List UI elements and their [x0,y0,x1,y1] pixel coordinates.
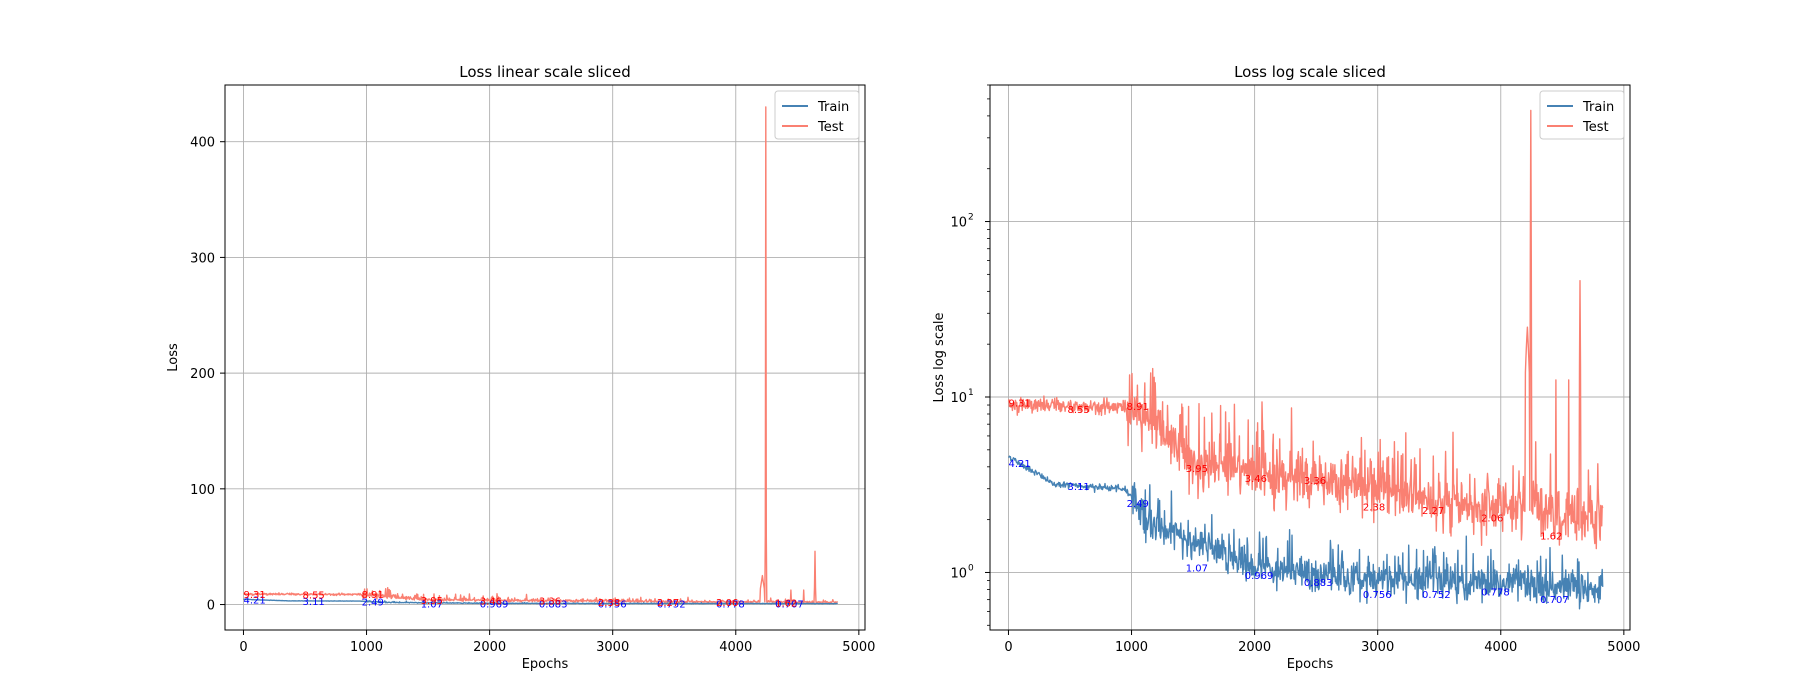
y-tick-label: 10 [950,391,967,406]
train-value-label: 0.707 [775,600,804,611]
x-tick-label: 0 [1004,640,1012,655]
x-axis-label: Epochs [522,657,569,672]
x-tick-label: 3000 [596,640,629,655]
train-value-label: 0.778 [1481,588,1510,599]
test-value-label: 8.55 [1068,405,1090,416]
y-tick-label: 300 [190,251,215,266]
x-tick-label: 4000 [1484,640,1517,655]
test-value-label: 3.95 [421,596,443,607]
test-value-label: 3.36 [539,597,561,608]
x-tick-label: 5000 [842,640,875,655]
train-line [243,598,839,605]
y-tick-label: 100 [190,483,215,498]
linear-loss-chart: 4.21 3.11 2.49 1.07 0.969 0.883 0.756 0.752 0.77… [166,63,875,672]
train-value-label: 3.11 [303,597,325,608]
train-value-label: 2.49 [362,598,384,609]
test-value-label: 9.31 [243,590,265,601]
y-tick-label: 200 [190,367,215,382]
y-axis-label: Loss log scale [932,312,947,402]
test-line [243,106,838,604]
legend-box [1539,90,1625,140]
x-tick-label: 5000 [1607,640,1640,655]
test-value-label: 3.46 [1245,474,1267,485]
train-value-label: 0.752 [657,600,686,611]
test-value-label: 2.06 [716,598,738,609]
test-value-label: 8.55 [303,591,325,602]
test-value-label: 1.62 [1540,532,1562,543]
train-value-label: 4.21 [243,596,265,607]
chart-title: Loss linear scale sliced [459,63,630,81]
train-value-label: 2.49 [1127,499,1149,510]
legend-label-train: Train [1582,100,1614,115]
x-tick-label: 0 [239,640,247,655]
test-value-label: 3.36 [1304,476,1326,487]
train-value-label: 1.07 [1186,563,1208,574]
train-value-label: 0.756 [598,600,627,611]
x-tick-label: 1000 [1115,640,1148,655]
x-tick-label: 2000 [473,640,506,655]
y-tick-exponent: 2 [968,213,974,223]
test-line [1007,109,1604,550]
test-value-label: 9.31 [1008,398,1030,409]
legend-label-train: Train [817,100,849,115]
test-value-label: 2.27 [1422,506,1444,517]
test-value-label: 2.06 [1481,513,1503,524]
test-value-label: 3.46 [480,597,502,608]
train-value-label: 3.11 [1068,482,1090,493]
legend-label-test: Test [1582,120,1609,135]
legend-box [774,90,860,140]
x-tick-label: 2000 [1238,640,1271,655]
y-tick-label: 10 [950,566,967,581]
train-value-label: 0.756 [1363,590,1392,601]
test-value-label: 3.95 [1186,464,1208,475]
train-value-label: 0.752 [1422,590,1451,601]
test-value-label: 8.91 [362,590,384,601]
legend: Train Test [774,90,860,140]
train-value-label: 0.883 [539,600,568,611]
test-value-label: 2.38 [1363,502,1385,513]
chart-title: Loss log scale sliced [1234,63,1386,81]
y-tick-label: 10 [950,216,967,231]
legend: Train Test [1539,90,1625,140]
y-tick-exponent: 1 [968,388,974,398]
x-tick-label: 1000 [350,640,383,655]
y-tick-label: 0 [207,599,215,614]
y-tick-label: 400 [190,136,215,151]
x-tick-label: 4000 [719,640,752,655]
train-value-label: 0.883 [1304,578,1333,589]
train-line [1008,455,1604,610]
train-value-label: 1.07 [421,599,443,610]
train-value-label: 0.969 [1245,571,1274,582]
test-value-label: 8.91 [1127,402,1149,413]
axes-frame [989,84,1631,631]
test-value-label: 1.62 [775,599,797,610]
y-axis-label: Loss [166,343,181,372]
train-value-label: 4.21 [1008,459,1030,470]
x-tick-label: 3000 [1361,640,1394,655]
log-loss-chart: 4.21 3.11 2.49 1.07 0.969 0.883 0.756 0.752 0.77… [932,63,1640,672]
train-value-label: 0.778 [716,600,745,611]
x-axis-label: Epochs [1287,657,1334,672]
train-value-label: 0.969 [480,599,509,610]
axes-frame [224,84,866,631]
test-value-label: 2.27 [657,598,679,609]
y-tick-exponent: 0 [968,563,974,573]
test-value-label: 2.38 [598,598,620,609]
train-value-label: 0.707 [1540,595,1569,606]
legend-label-test: Test [817,120,844,135]
